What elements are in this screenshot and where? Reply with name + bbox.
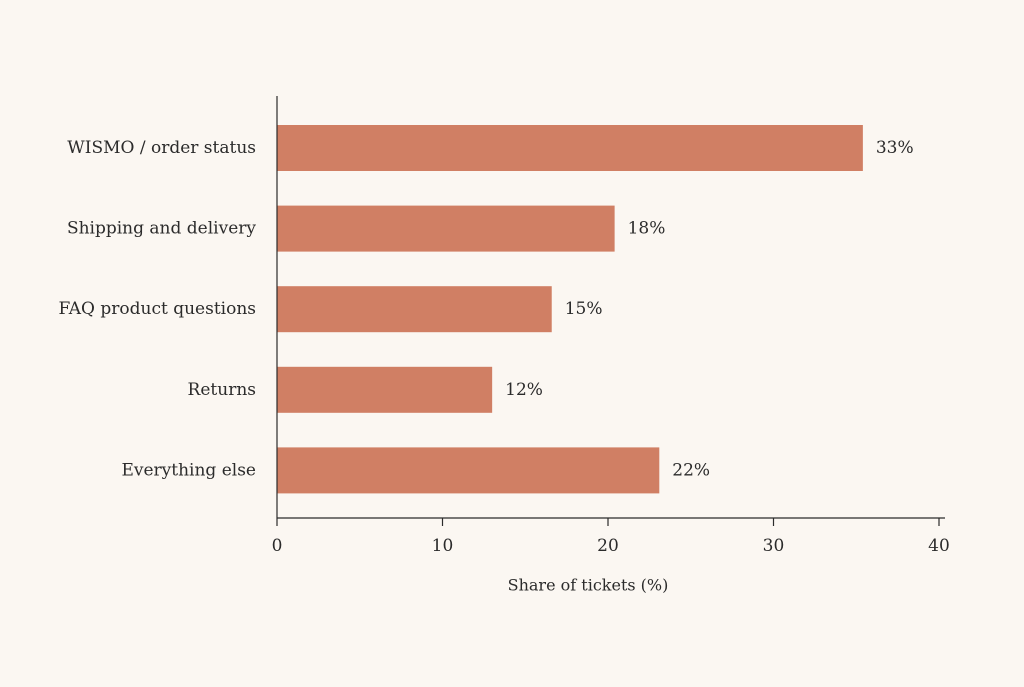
bar-3 bbox=[277, 366, 493, 413]
data-label-3: 12% bbox=[505, 380, 543, 400]
x-tick-label-4: 40 bbox=[928, 536, 950, 556]
x-axis-ticks: 0 10 20 30 40 bbox=[272, 518, 950, 556]
x-tick-label-1: 10 bbox=[432, 536, 454, 556]
x-tick-label-2: 20 bbox=[597, 536, 619, 556]
x-axis-title: Share of tickets (%) bbox=[508, 576, 669, 595]
data-label-2: 15% bbox=[565, 299, 603, 319]
category-label-4: Everything else bbox=[121, 460, 256, 480]
value-labels: 33% 18% 15% 12% 22% bbox=[505, 138, 914, 480]
bar-0 bbox=[277, 125, 863, 171]
category-label-3: Returns bbox=[188, 380, 256, 400]
x-tick-label-3: 30 bbox=[763, 536, 785, 556]
bar-4 bbox=[277, 447, 660, 494]
bar-2 bbox=[277, 286, 552, 333]
category-label-0: WISMO / order status bbox=[67, 138, 256, 158]
data-label-1: 18% bbox=[628, 219, 666, 239]
bar-1 bbox=[277, 205, 615, 252]
x-tick-label-0: 0 bbox=[272, 536, 283, 556]
data-label-4: 22% bbox=[672, 460, 710, 480]
bars-layer bbox=[277, 125, 863, 494]
category-label-2: FAQ product questions bbox=[58, 299, 256, 319]
category-label-1: Shipping and delivery bbox=[67, 219, 256, 239]
data-label-0: 33% bbox=[876, 138, 914, 158]
category-labels: WISMO / order status Shipping and deliver… bbox=[58, 138, 256, 480]
